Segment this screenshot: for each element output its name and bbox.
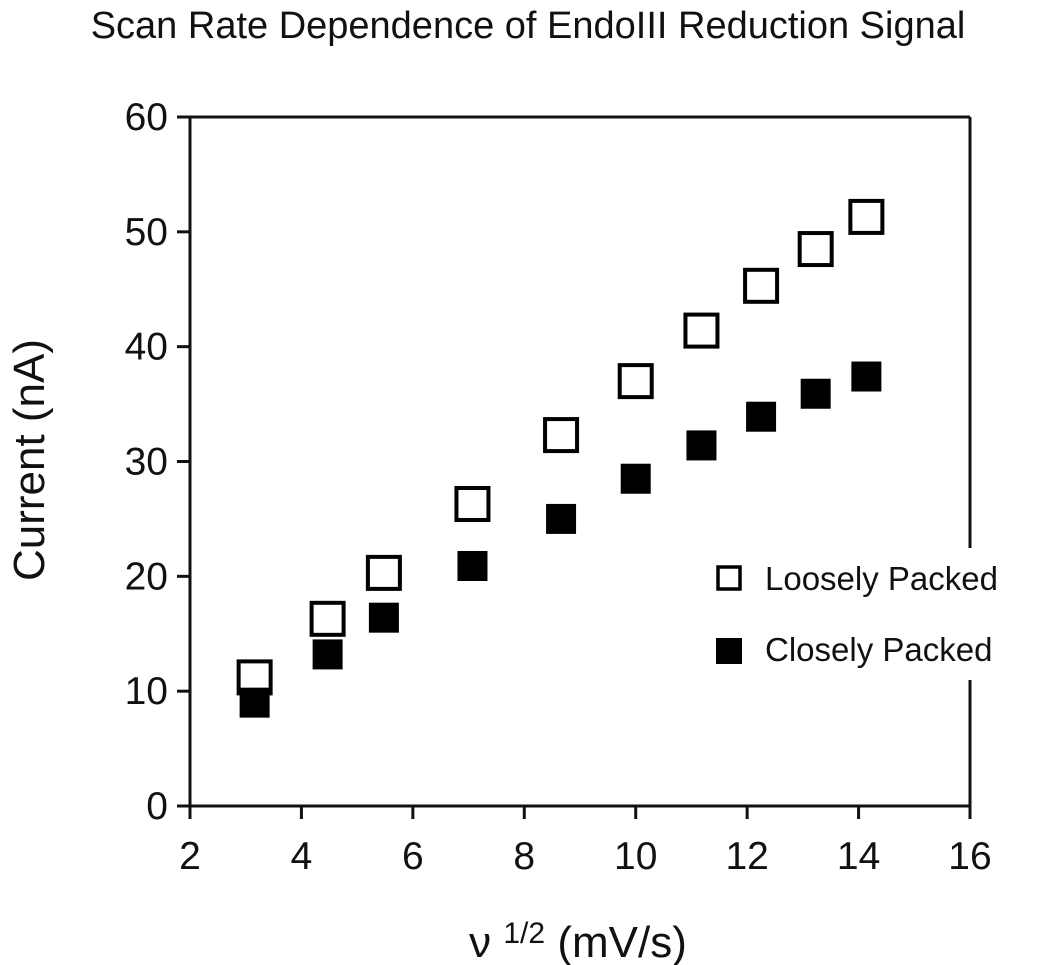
data-point-loosely-packed [797,231,834,268]
data-markers [236,198,885,718]
y-tick-label: 30 [125,441,168,484]
x-tick-label: 10 [614,835,657,878]
y-axis-ticks: 0 10 20 30 40 50 60 [125,96,190,828]
data-point-loosely-packed [683,312,720,349]
data-point-loosely-packed [454,485,491,522]
x-axis-label-symbol: ν [469,918,503,965]
x-tick-label: 8 [513,835,535,878]
y-tick-label: 60 [125,96,168,139]
x-tick-label: 12 [725,835,768,878]
legend-label-loosely-packed: Loosely Packed [765,560,998,597]
data-point-closely-packed [239,687,270,718]
x-tick-label: 6 [402,835,424,878]
y-tick-label: 10 [125,670,168,713]
y-axis-label: Current (nA) [5,339,54,581]
x-axis-label-superscript: 1/2 [503,917,545,950]
y-tick-label: 0 [146,785,168,828]
y-tick-label: 20 [125,555,168,598]
legend-marker-closely-packed [716,638,742,664]
legend-background [700,548,1050,680]
data-point-closely-packed [800,378,831,409]
legend: Loosely Packed Closely Packed [700,548,1050,680]
x-tick-label: 4 [291,835,313,878]
data-point-loosely-packed [309,600,346,637]
data-point-closely-packed [620,463,651,494]
x-tick-label: 16 [948,835,991,878]
x-tick-label: 14 [837,835,880,878]
data-point-loosely-packed [848,198,885,235]
x-axis-ticks: 2 4 6 8 10 12 14 16 [179,806,992,878]
data-point-loosely-packed [743,267,780,304]
data-point-closely-packed [457,550,488,581]
legend-label-closely-packed: Closely Packed [765,631,992,668]
y-tick-label: 40 [125,326,168,369]
data-point-closely-packed [368,602,399,633]
data-point-closely-packed [546,503,577,534]
y-tick-label: 50 [125,211,168,254]
data-point-closely-packed [851,361,882,392]
x-tick-label: 2 [179,835,201,878]
data-point-closely-packed [746,401,777,432]
data-point-closely-packed [312,639,343,670]
data-point-loosely-packed [365,554,402,591]
data-point-loosely-packed [617,363,654,400]
chart-title: Scan Rate Dependence of EndoIII Reductio… [91,5,966,47]
x-axis-label-units: (mV/s) [545,918,687,965]
legend-marker-loosely-packed [716,565,742,591]
x-axis-label: ν 1/2 (mV/s) [469,917,687,965]
data-point-closely-packed [686,430,717,461]
data-point-loosely-packed [543,417,580,454]
